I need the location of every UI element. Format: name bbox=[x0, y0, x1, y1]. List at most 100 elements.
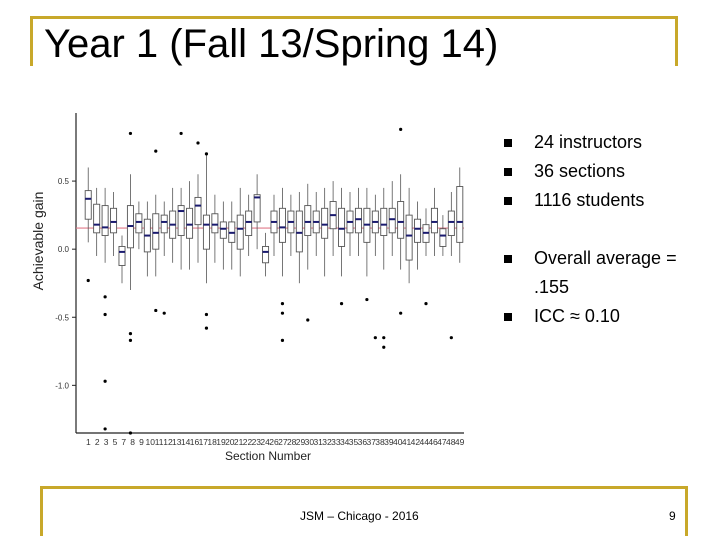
outlier-point bbox=[204, 312, 209, 317]
x-tick-label: 32 bbox=[322, 437, 332, 447]
section-box bbox=[101, 187, 109, 431]
iqr-box bbox=[304, 205, 312, 237]
section-box bbox=[456, 167, 464, 263]
section-box bbox=[363, 187, 371, 302]
section-box bbox=[422, 208, 430, 306]
top-rule bbox=[30, 16, 678, 19]
y-axis-label: Achievable gain bbox=[30, 192, 46, 291]
iqr-box bbox=[354, 207, 362, 234]
x-axis-label: Section Number bbox=[225, 449, 311, 463]
iqr-box bbox=[194, 196, 202, 226]
iqr-box bbox=[135, 213, 143, 234]
outlier-point bbox=[196, 141, 200, 145]
bullet-item: 24 instructors bbox=[502, 128, 644, 157]
x-tick-label: 34 bbox=[340, 437, 350, 447]
section-box bbox=[304, 183, 312, 322]
x-tick-label: 9 bbox=[139, 437, 144, 447]
x-tick-label: 24 bbox=[260, 437, 270, 447]
outlier-point bbox=[382, 345, 386, 349]
section-box bbox=[160, 201, 168, 315]
iqr-box bbox=[93, 203, 101, 234]
iqr-box bbox=[202, 214, 210, 250]
section-box bbox=[211, 194, 219, 263]
section-box bbox=[388, 181, 396, 256]
x-tick-label: 29 bbox=[296, 437, 306, 447]
section-box bbox=[295, 191, 303, 284]
iqr-box bbox=[397, 201, 405, 239]
x-tick-label: 48 bbox=[446, 437, 456, 447]
iqr-box bbox=[186, 207, 194, 239]
iqr-box bbox=[177, 205, 185, 237]
x-tick-label: 19 bbox=[216, 437, 226, 447]
section-box bbox=[270, 194, 278, 256]
y-tick-label: 0.0 bbox=[58, 245, 70, 254]
iqr-box bbox=[295, 210, 303, 253]
outlier-point bbox=[399, 127, 403, 131]
section-box bbox=[152, 149, 160, 313]
x-tick-label: 42 bbox=[411, 437, 421, 447]
x-tick-label: 30 bbox=[305, 437, 315, 447]
section-box bbox=[135, 201, 143, 250]
top-right-rule bbox=[675, 16, 678, 66]
section-box bbox=[126, 131, 134, 435]
x-tick-label: 40 bbox=[393, 437, 403, 447]
x-tick-label: 22 bbox=[243, 437, 253, 447]
iqr-box bbox=[152, 213, 160, 250]
section-box bbox=[143, 201, 151, 277]
iqr-box bbox=[405, 214, 413, 261]
section-box bbox=[228, 201, 236, 270]
x-tick-label: 2 bbox=[95, 437, 100, 447]
x-tick-label: 18 bbox=[207, 437, 217, 447]
x-tick-label: 8 bbox=[130, 437, 135, 447]
section-box bbox=[110, 191, 118, 256]
section-box bbox=[84, 167, 92, 283]
section-box bbox=[118, 235, 126, 284]
section-box bbox=[397, 127, 405, 315]
iqr-box bbox=[430, 207, 438, 234]
outlier-point bbox=[204, 326, 209, 330]
bottom-rule bbox=[40, 486, 688, 489]
iqr-box bbox=[278, 207, 286, 243]
section-box bbox=[219, 201, 227, 270]
outlier-point bbox=[103, 312, 107, 317]
boxplot-chart: 0.50.0-0.5-1.0 1 2 3 5 7 8 9 10 11 12 13 14 16 17 18 19… bbox=[30, 113, 465, 463]
x-tick-label: 41 bbox=[402, 437, 412, 447]
iqr-box bbox=[236, 214, 244, 250]
section-box bbox=[312, 191, 320, 256]
x-tick-label: 36 bbox=[358, 437, 368, 447]
outlier-point bbox=[399, 311, 403, 315]
section-box bbox=[278, 187, 286, 343]
iqr-box bbox=[110, 207, 118, 234]
iqr-box bbox=[262, 245, 270, 264]
iqr-box bbox=[338, 207, 346, 247]
iqr-box bbox=[321, 207, 329, 239]
square-bullet-icon bbox=[504, 255, 512, 263]
section-box bbox=[329, 181, 337, 256]
bullet-list-1: 24 instructors 36 sections 1116 students bbox=[502, 128, 644, 215]
outlier-point bbox=[162, 311, 166, 315]
iqr-box bbox=[253, 194, 261, 223]
section-box bbox=[346, 191, 354, 256]
outlier-point bbox=[103, 379, 107, 383]
outlier-point bbox=[103, 295, 107, 299]
outlier-point bbox=[449, 336, 453, 340]
iqr-box bbox=[160, 214, 168, 234]
section-box bbox=[202, 152, 210, 330]
iqr-box bbox=[388, 207, 396, 234]
iqr-box bbox=[101, 205, 109, 237]
outlier-point bbox=[424, 302, 428, 306]
x-tick-label: 27 bbox=[278, 437, 288, 447]
outlier-point bbox=[86, 278, 90, 283]
bullet-text: 36 sections bbox=[534, 161, 626, 181]
x-tick-label: 37 bbox=[366, 437, 376, 447]
x-tick-label: 16 bbox=[190, 437, 200, 447]
iqr-box bbox=[456, 186, 464, 243]
section-box bbox=[245, 194, 253, 256]
x-tick-label: 10 bbox=[146, 437, 156, 447]
section-box bbox=[169, 187, 177, 263]
y-tick-label: -0.5 bbox=[55, 313, 69, 322]
section-box bbox=[287, 194, 295, 256]
left-rule bbox=[30, 16, 33, 66]
outlier-point bbox=[382, 336, 386, 340]
section-box bbox=[186, 181, 194, 270]
